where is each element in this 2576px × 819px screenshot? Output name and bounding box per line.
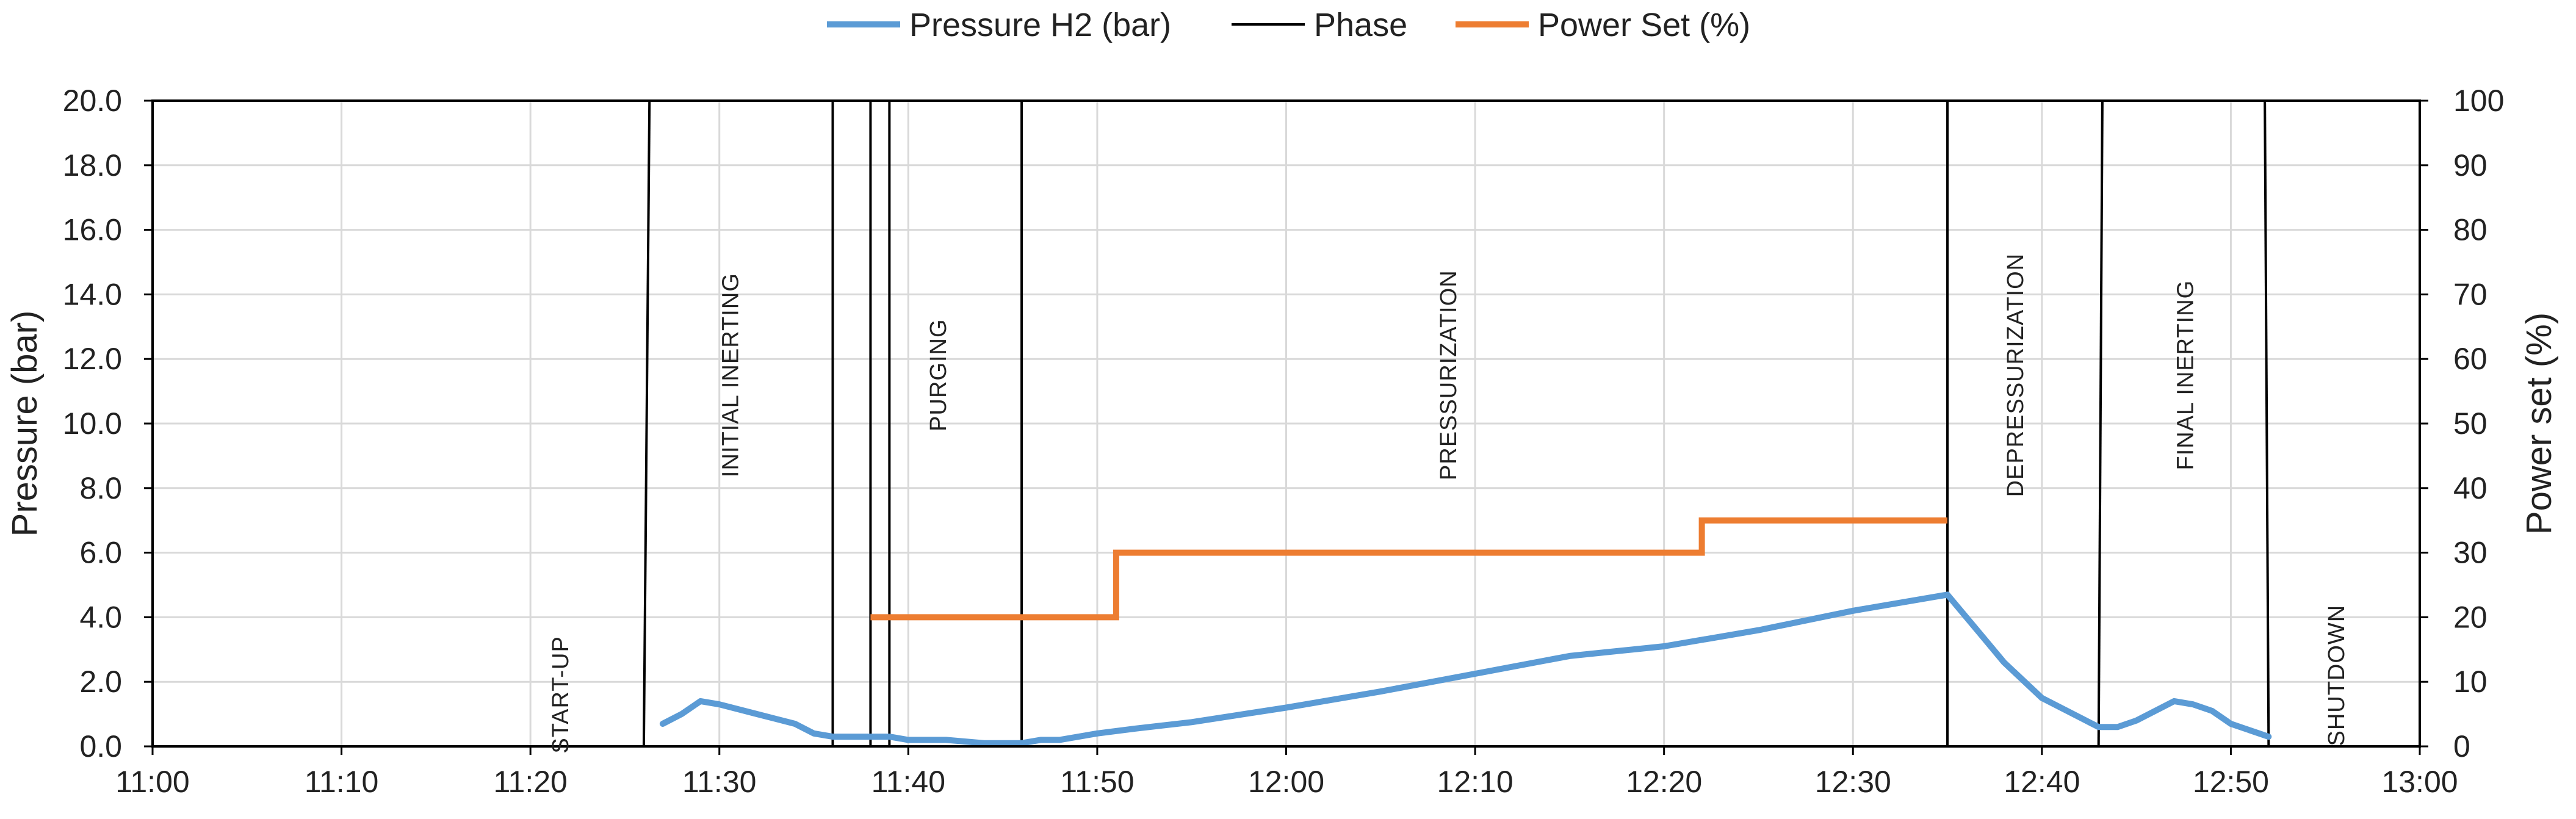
y-right-tick-label: 100 bbox=[2453, 84, 2504, 118]
x-tick-label: 11:00 bbox=[115, 765, 189, 799]
series-lines bbox=[663, 521, 2268, 743]
x-tick-label: 11:20 bbox=[493, 765, 567, 799]
phase-annotation: DEPRESSURIZATION bbox=[2003, 253, 2029, 497]
y-right-tick-label: 40 bbox=[2453, 471, 2488, 505]
y-left-tick-label: 14.0 bbox=[63, 277, 122, 311]
grid bbox=[153, 101, 2420, 746]
y-left-tick-label: 16.0 bbox=[63, 213, 122, 247]
y-left-tick-label: 18.0 bbox=[63, 148, 122, 182]
y-left-axis-title: Pressure (bar) bbox=[5, 311, 45, 537]
legend-label-power: Power Set (%) bbox=[1538, 7, 1750, 43]
x-tick-label: 13:00 bbox=[2381, 765, 2458, 799]
tick-labels: 11:00 11:10 11:20 11:30 11:40 11:50 12:00 12:10… bbox=[63, 84, 2505, 799]
x-tick-label: 12:30 bbox=[1815, 765, 1891, 799]
y-left-tick-label: 0.0 bbox=[79, 729, 122, 763]
x-tick-label: 11:40 bbox=[871, 765, 945, 799]
y-left-tick-label: 6.0 bbox=[79, 536, 122, 570]
phase-annotation: INITIAL INERTING bbox=[718, 273, 744, 477]
y-left-tick-label: 8.0 bbox=[79, 471, 122, 505]
y-right-tick-label: 80 bbox=[2453, 213, 2488, 247]
y-right-tick-label: 90 bbox=[2453, 148, 2488, 182]
x-tick-label: 11:10 bbox=[305, 765, 378, 799]
x-tick-label: 12:10 bbox=[1437, 765, 1513, 799]
phase-annotation: PRESSURIZATION bbox=[1436, 270, 1462, 480]
y-right-tick-label: 70 bbox=[2453, 277, 2488, 311]
x-tick-label: 12:40 bbox=[2004, 765, 2080, 799]
y-right-tick-label: 50 bbox=[2453, 406, 2488, 441]
x-tick-label: 12:20 bbox=[1626, 765, 1702, 799]
legend: Pressure H2 (bar) Phase Power Set (%) bbox=[827, 7, 1750, 43]
legend-label-phase: Phase bbox=[1314, 7, 1407, 43]
y-left-tick-label: 2.0 bbox=[79, 665, 122, 699]
y-right-tick-label: 60 bbox=[2453, 342, 2488, 376]
y-left-tick-label: 12.0 bbox=[63, 342, 122, 376]
phase-annotation: SHUTDOWN bbox=[2324, 605, 2350, 746]
y-left-tick-label: 10.0 bbox=[63, 406, 122, 441]
y-right-axis-title: Power set (%) bbox=[2519, 312, 2559, 535]
x-tick-label: 12:00 bbox=[1248, 765, 1324, 799]
series-line-power-set bbox=[870, 521, 1947, 618]
y-left-tick-label: 20.0 bbox=[63, 84, 122, 118]
legend-label-pressure: Pressure H2 (bar) bbox=[909, 7, 1171, 43]
x-tick-label: 11:50 bbox=[1060, 765, 1134, 799]
y-right-tick-label: 10 bbox=[2453, 665, 2488, 699]
phase-annotation: FINAL INERTING bbox=[2173, 280, 2199, 471]
y-right-tick-label: 0 bbox=[2453, 729, 2470, 763]
y-right-tick-label: 30 bbox=[2453, 536, 2488, 570]
y-right-tick-label: 20 bbox=[2453, 600, 2488, 634]
y-left-tick-label: 4.0 bbox=[79, 600, 122, 634]
x-tick-label: 12:50 bbox=[2193, 765, 2269, 799]
phase-annotation: START-UP bbox=[548, 636, 574, 753]
x-tick-label: 11:30 bbox=[682, 765, 756, 799]
phase-annotation: PURGING bbox=[926, 319, 951, 431]
